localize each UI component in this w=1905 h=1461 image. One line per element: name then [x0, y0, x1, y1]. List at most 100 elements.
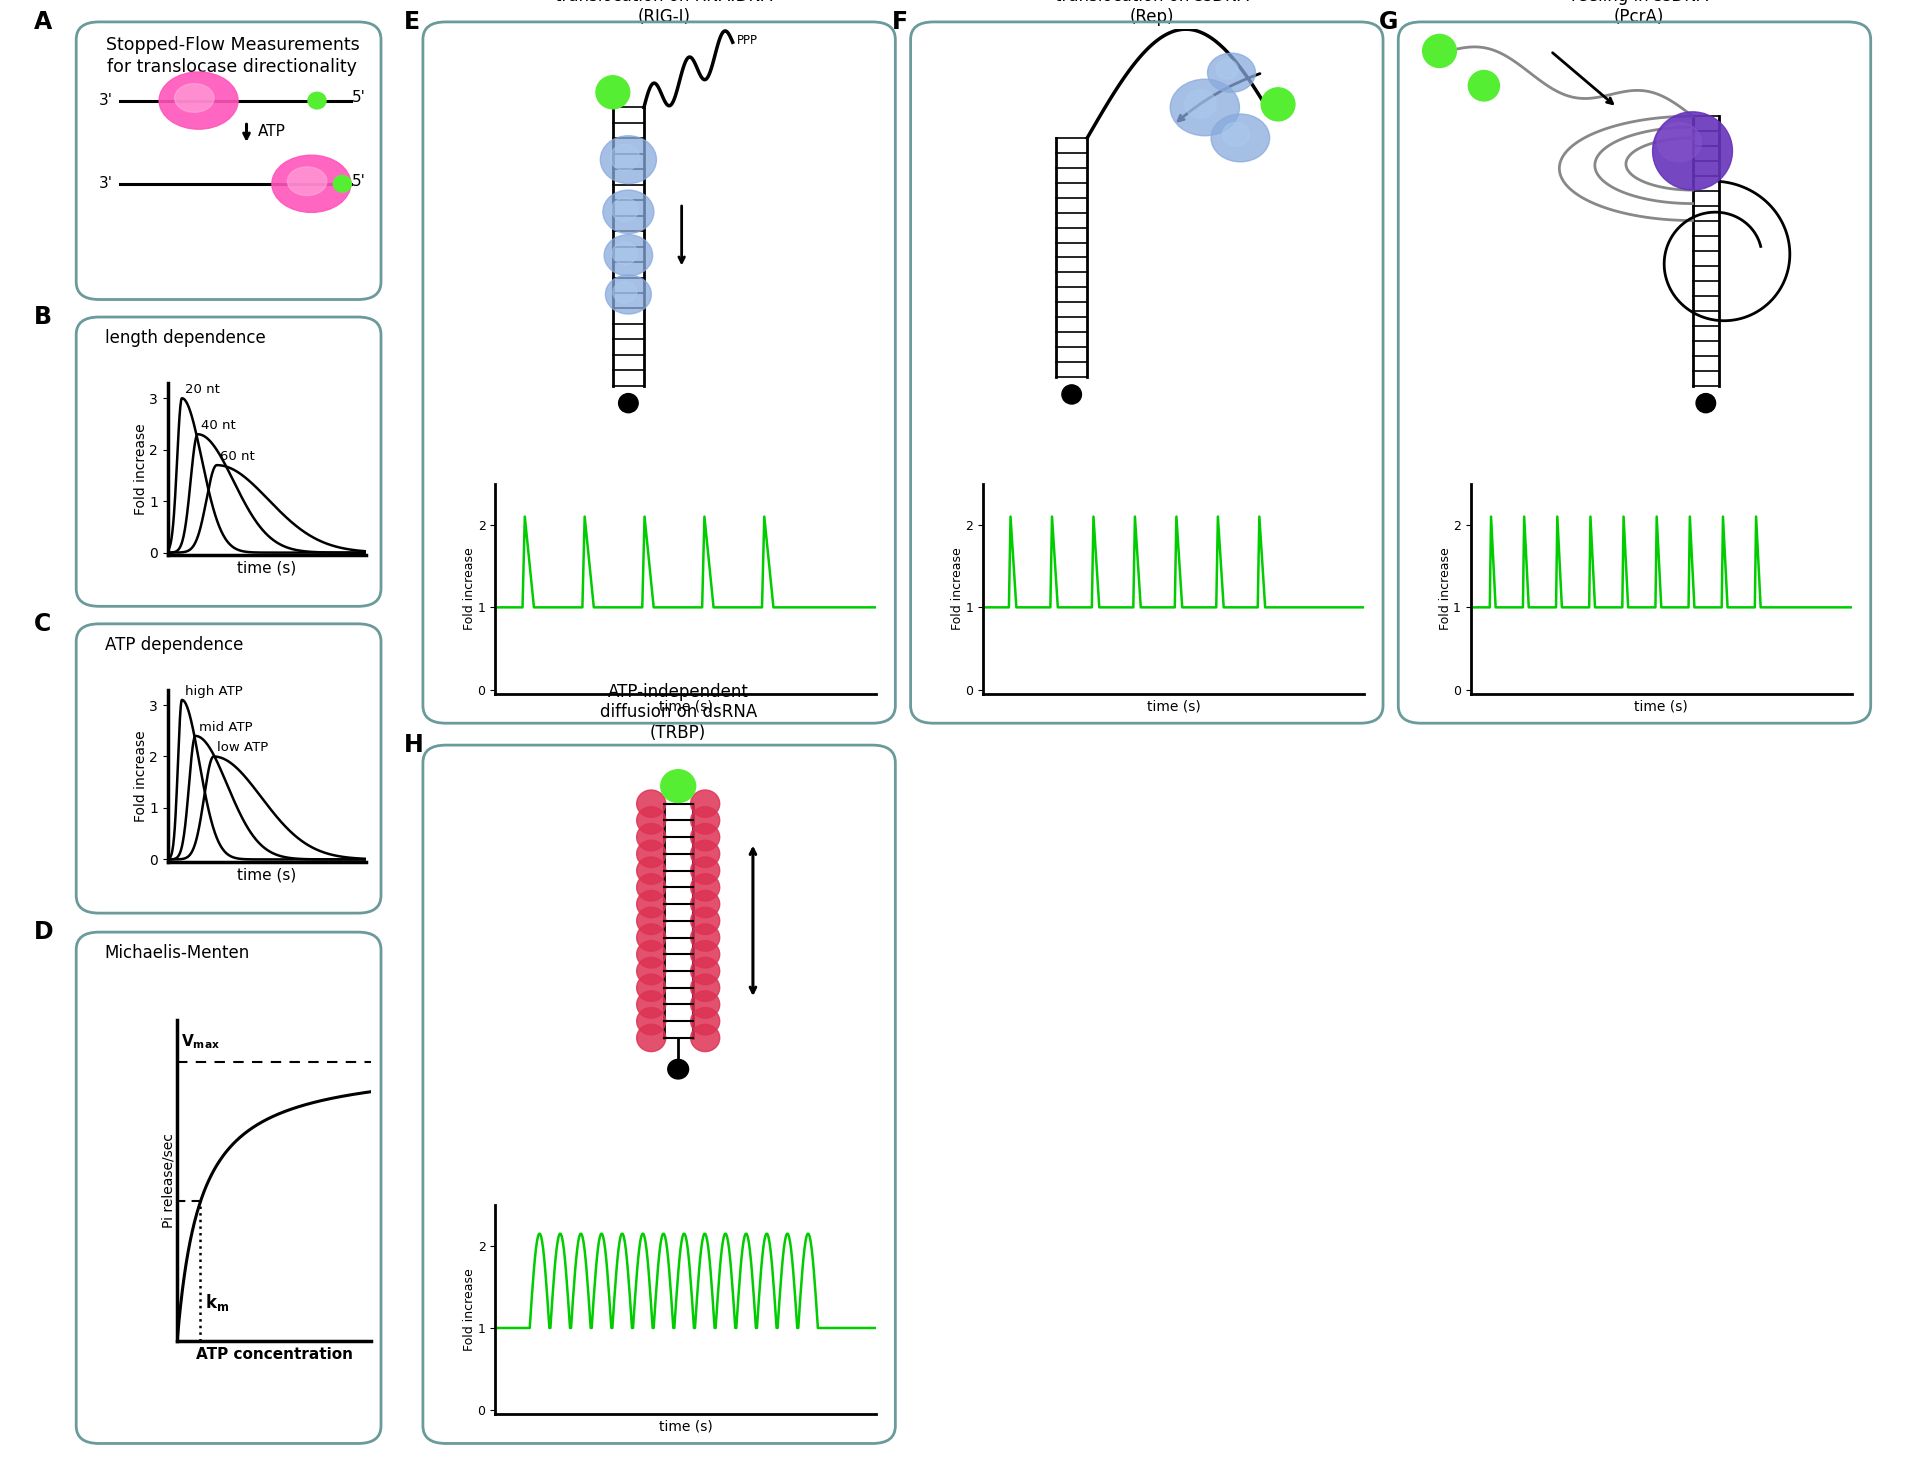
- Text: G: G: [1379, 10, 1398, 34]
- Circle shape: [692, 1008, 720, 1034]
- Text: 5': 5': [352, 174, 366, 188]
- Ellipse shape: [1185, 91, 1215, 118]
- Circle shape: [636, 790, 665, 817]
- Text: ATP dependence: ATP dependence: [105, 636, 244, 653]
- Ellipse shape: [1170, 79, 1240, 136]
- Ellipse shape: [604, 235, 653, 276]
- Circle shape: [692, 907, 720, 935]
- Ellipse shape: [1223, 123, 1250, 146]
- Circle shape: [692, 941, 720, 969]
- Text: Michaelis-Menten: Michaelis-Menten: [105, 944, 250, 961]
- Circle shape: [636, 890, 665, 918]
- Circle shape: [1423, 35, 1457, 67]
- Circle shape: [333, 175, 351, 191]
- Circle shape: [1061, 384, 1082, 405]
- Ellipse shape: [1208, 53, 1255, 92]
- Text: H: H: [404, 733, 423, 757]
- X-axis label: time (s): time (s): [1147, 700, 1200, 713]
- X-axis label: time (s): time (s): [1634, 700, 1688, 713]
- Text: B: B: [34, 305, 51, 329]
- Text: 3': 3': [99, 177, 112, 191]
- Ellipse shape: [602, 190, 653, 234]
- Circle shape: [636, 824, 665, 850]
- Circle shape: [692, 890, 720, 918]
- Circle shape: [692, 1024, 720, 1052]
- Ellipse shape: [613, 282, 636, 302]
- Text: low ATP: low ATP: [217, 741, 269, 754]
- Circle shape: [1695, 393, 1716, 412]
- Ellipse shape: [272, 155, 351, 212]
- Title: ATP-dependent
translocation on RNA:DNA
(RIG-I): ATP-dependent translocation on RNA:DNA (…: [554, 0, 773, 26]
- Circle shape: [692, 790, 720, 817]
- Y-axis label: Pi release/sec: Pi release/sec: [162, 1134, 175, 1227]
- X-axis label: time (s): time (s): [659, 1420, 712, 1433]
- Text: mid ATP: mid ATP: [198, 720, 251, 733]
- Ellipse shape: [1652, 112, 1732, 190]
- Text: D: D: [34, 920, 53, 944]
- Y-axis label: Fold increase: Fold increase: [133, 730, 149, 821]
- Circle shape: [669, 1059, 688, 1078]
- Y-axis label: Fold increase: Fold increase: [1438, 548, 1452, 630]
- Circle shape: [692, 874, 720, 901]
- Ellipse shape: [160, 72, 238, 129]
- Text: C: C: [34, 612, 51, 636]
- Text: length dependence: length dependence: [105, 329, 265, 346]
- Title: ATP-dependent
translocation on ssDNA
(Rep): ATP-dependent translocation on ssDNA (Re…: [1055, 0, 1248, 26]
- Text: 60 nt: 60 nt: [221, 450, 255, 463]
- Circle shape: [636, 858, 665, 884]
- Circle shape: [692, 991, 720, 1018]
- Text: F: F: [892, 10, 907, 34]
- Title: ATP-dependent
reeling in ssDNA
(PcrA): ATP-dependent reeling in ssDNA (PcrA): [1572, 0, 1707, 26]
- Circle shape: [309, 92, 326, 110]
- Text: 3': 3': [99, 94, 112, 108]
- Circle shape: [1261, 88, 1295, 121]
- Circle shape: [692, 923, 720, 951]
- Circle shape: [636, 941, 665, 969]
- Circle shape: [596, 76, 631, 108]
- Text: high ATP: high ATP: [185, 685, 242, 698]
- Circle shape: [636, 957, 665, 985]
- Text: 40 nt: 40 nt: [202, 419, 236, 432]
- Ellipse shape: [288, 167, 328, 196]
- Ellipse shape: [1215, 60, 1238, 79]
- Circle shape: [636, 974, 665, 1001]
- Text: Stopped-Flow Measurements
for translocase directionality: Stopped-Flow Measurements for translocas…: [105, 35, 360, 76]
- X-axis label: time (s): time (s): [236, 868, 297, 882]
- Circle shape: [636, 1008, 665, 1034]
- X-axis label: time (s): time (s): [236, 561, 297, 576]
- Circle shape: [692, 858, 720, 884]
- Text: 5': 5': [352, 91, 366, 105]
- Circle shape: [692, 974, 720, 1001]
- Circle shape: [636, 1024, 665, 1052]
- Text: E: E: [404, 10, 419, 34]
- Circle shape: [1469, 70, 1499, 101]
- Y-axis label: Fold increase: Fold increase: [133, 424, 149, 514]
- Circle shape: [636, 907, 665, 935]
- Circle shape: [636, 991, 665, 1018]
- Text: $\mathbf{k_m}$: $\mathbf{k_m}$: [206, 1292, 231, 1313]
- Circle shape: [619, 393, 638, 412]
- Ellipse shape: [606, 275, 652, 314]
- Circle shape: [661, 770, 695, 802]
- Text: PPP: PPP: [737, 34, 758, 47]
- Title: ATP-independent
diffusion on dsRNA
(TRBP): ATP-independent diffusion on dsRNA (TRBP…: [600, 682, 756, 742]
- Circle shape: [692, 824, 720, 850]
- Ellipse shape: [612, 197, 638, 222]
- Circle shape: [636, 840, 665, 868]
- Ellipse shape: [1657, 123, 1701, 162]
- Ellipse shape: [610, 145, 640, 171]
- Y-axis label: Fold increase: Fold increase: [463, 548, 476, 630]
- Ellipse shape: [600, 136, 657, 184]
- Text: $\mathbf{V_{max}}$: $\mathbf{V_{max}}$: [181, 1031, 219, 1050]
- Text: A: A: [34, 10, 53, 34]
- Ellipse shape: [175, 83, 213, 112]
- X-axis label: time (s): time (s): [659, 700, 712, 713]
- Circle shape: [636, 806, 665, 834]
- Text: ATP: ATP: [257, 124, 286, 139]
- Circle shape: [636, 923, 665, 951]
- Circle shape: [636, 874, 665, 901]
- Circle shape: [692, 806, 720, 834]
- Ellipse shape: [1212, 114, 1269, 162]
- X-axis label: ATP concentration: ATP concentration: [196, 1347, 352, 1362]
- Y-axis label: Fold increase: Fold increase: [463, 1268, 476, 1351]
